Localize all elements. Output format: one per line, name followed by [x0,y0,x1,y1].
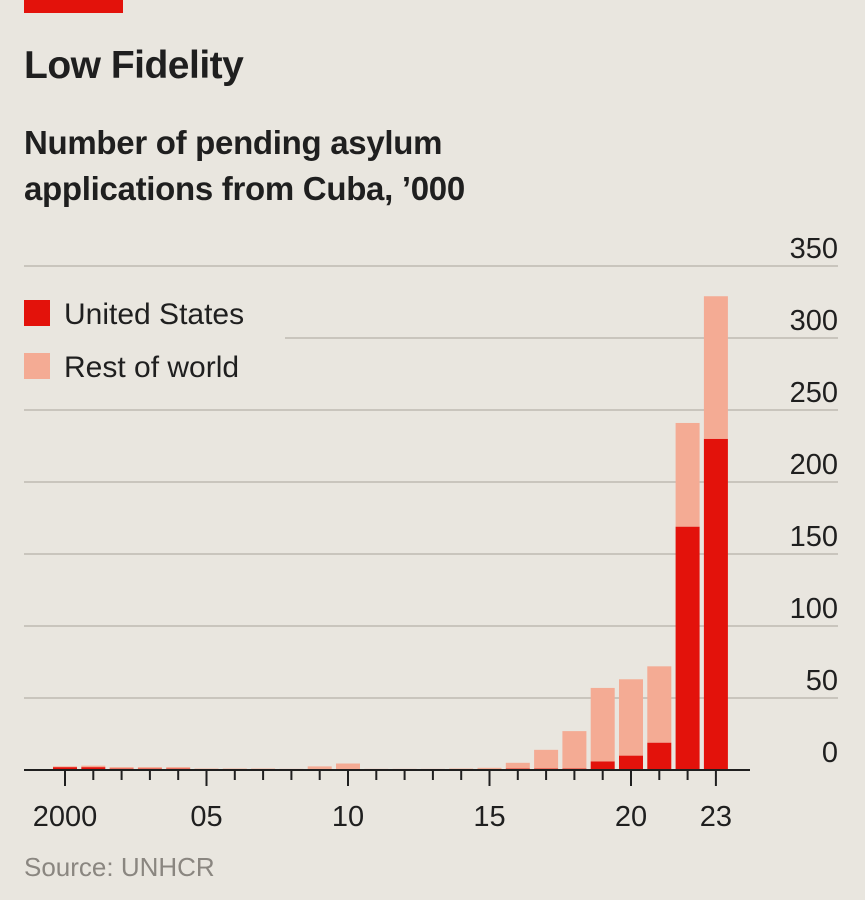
bar-rest-2020 [619,679,643,756]
bar-rest-2006 [222,768,247,770]
bar-rest-2004 [166,767,191,769]
y-tick-label-150: 150 [790,521,838,553]
bar-rest-2003 [137,767,162,769]
legend-swatch-rest [24,353,50,379]
x-tick-label-2020: 20 [615,801,647,833]
bar-rest-2014 [449,768,474,770]
y-tick-label-200: 200 [790,449,838,481]
bar-rest-2002 [109,767,134,769]
bar-rest-2001 [81,765,106,768]
legend-label-rest: Rest of world [64,351,239,384]
y-tick-label-50: 50 [806,665,838,697]
bar-rest-2023 [703,296,728,439]
bar-us-2001 [81,767,106,770]
y-tick-label-0: 0 [822,737,838,769]
bar-rest-2015 [477,767,502,770]
legend-swatch-us [24,300,50,326]
x-tick-label-2000: 2000 [33,801,98,833]
bar-rest-2022 [675,422,700,527]
y-tick-label-350: 350 [790,233,838,265]
bar-us-2021 [647,742,672,770]
bar-us-2019 [590,761,615,770]
bar-us-2000 [53,767,77,770]
source-note: Source: UNHCR [24,852,215,882]
x-tick-label-2010: 10 [332,801,364,833]
bar-rest-2010 [336,763,360,770]
bar-us-2022 [675,526,700,770]
bar-rest-2016 [505,762,530,769]
bar-rest-2021 [647,666,672,743]
bar-rest-2019 [590,687,615,762]
bar-rest-2009 [307,766,332,770]
bar-rest-2000 [53,766,77,768]
bar-rest-2005 [194,768,219,770]
x-tick-label-2015: 15 [473,801,505,833]
bar-rest-2018 [562,731,587,769]
bar-rest-2007 [251,768,276,770]
chart-subtitle: Number of pending asylum applications fr… [24,124,465,207]
legend-background [20,285,285,395]
y-tick-label-250: 250 [790,377,838,409]
y-tick-label-100: 100 [790,593,838,625]
legend-label-us: United States [64,298,244,331]
x-tick-label-2005: 05 [190,801,222,833]
bar-us-2020 [619,755,643,770]
brand-bar [24,0,123,13]
x-tick-label-2023: 23 [700,801,732,833]
y-tick-label-300: 300 [790,305,838,337]
bar-rest-2017 [534,749,559,769]
bar-us-2023 [703,438,728,770]
chart-title: Low Fidelity [24,44,244,87]
